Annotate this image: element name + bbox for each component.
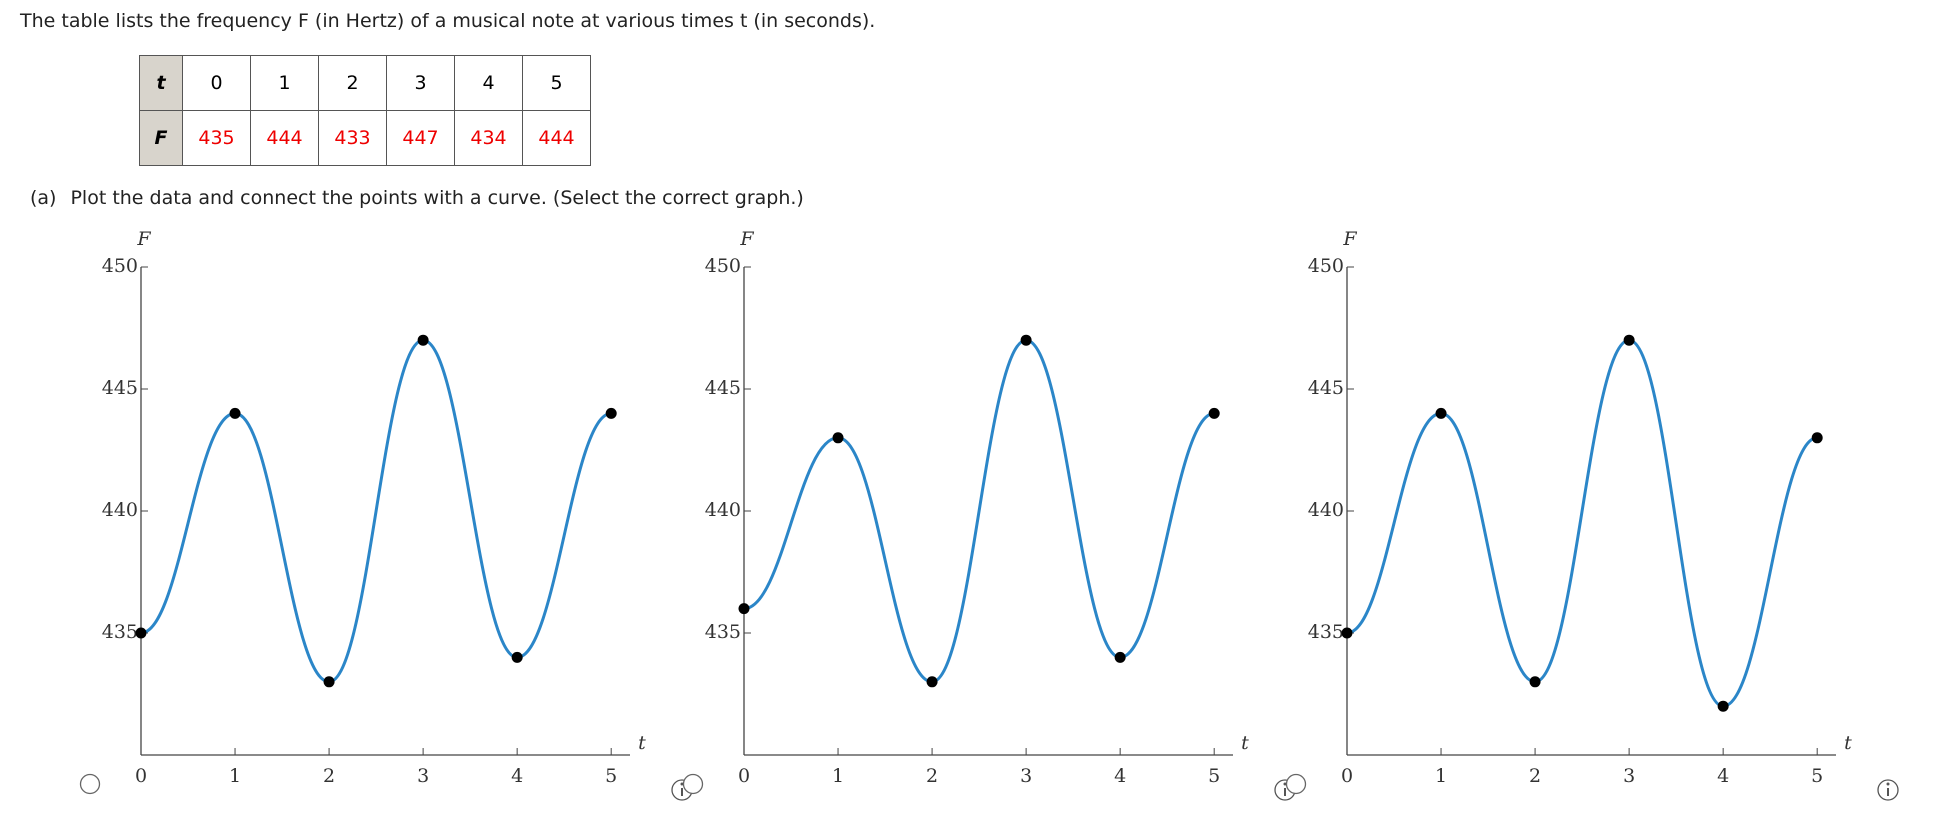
question-text: The table lists the frequency F (in Hert… xyxy=(20,10,876,32)
table-cell: 5 xyxy=(522,55,591,111)
y-tick-label: 445 xyxy=(102,377,138,399)
data-point xyxy=(323,676,335,688)
table-cell: 435 xyxy=(182,110,251,166)
y-tick-label: 440 xyxy=(102,499,138,521)
x-tick-label: 1 xyxy=(832,765,844,787)
data-table: t 0 1 2 3 4 5 F 435 444 433 447 434 444 xyxy=(139,55,591,166)
x-tick-label: 4 xyxy=(1717,765,1729,787)
info-icon-dot xyxy=(1886,782,1890,786)
part-a: (a) Plot the data and connect the points … xyxy=(30,187,818,209)
data-point xyxy=(1341,627,1353,639)
x-tick-label: 2 xyxy=(1529,765,1541,787)
x-tick-label: 0 xyxy=(135,765,147,787)
info-icon-dot xyxy=(680,782,684,786)
curve xyxy=(1346,338,1818,708)
table-cell: 433 xyxy=(318,110,387,166)
part-label: (a) xyxy=(30,187,57,209)
data-point xyxy=(1717,700,1729,712)
table-cell: 3 xyxy=(386,55,455,111)
info-icon-dot xyxy=(1283,782,1287,786)
x-axis-label: t xyxy=(638,732,646,754)
table-cell: 447 xyxy=(386,110,455,166)
y-tick-label: 440 xyxy=(705,499,741,521)
y-tick-label: 445 xyxy=(705,377,741,399)
table-cell: 434 xyxy=(454,110,523,166)
part-prompt: Plot the data and connect the points wit… xyxy=(70,187,804,209)
data-point xyxy=(738,603,750,615)
data-point xyxy=(1623,334,1635,346)
x-tick-label: 5 xyxy=(605,765,617,787)
y-tick-label: 450 xyxy=(1308,255,1344,277)
y-tick-label: 435 xyxy=(705,621,741,643)
y-axis-label: F xyxy=(136,228,151,250)
y-axis-label: F xyxy=(739,228,754,250)
x-tick-label: 3 xyxy=(417,765,429,787)
y-tick-label: 435 xyxy=(1308,621,1344,643)
curve xyxy=(743,338,1215,684)
y-tick-label: 435 xyxy=(102,621,138,643)
data-point xyxy=(1529,676,1541,688)
x-tick-label: 3 xyxy=(1623,765,1635,787)
y-tick-label: 450 xyxy=(102,255,138,277)
x-tick-label: 4 xyxy=(511,765,523,787)
y-tick-label: 445 xyxy=(1308,377,1344,399)
data-point xyxy=(1208,407,1220,419)
table-cell: 444 xyxy=(250,110,319,166)
data-point xyxy=(511,651,523,663)
data-point xyxy=(1811,432,1823,444)
x-tick-label: 1 xyxy=(229,765,241,787)
data-point xyxy=(135,627,147,639)
data-point xyxy=(229,407,241,419)
radio-button[interactable] xyxy=(79,773,101,795)
table-row: F 435 444 433 447 434 444 xyxy=(139,110,591,166)
x-tick-label: 0 xyxy=(738,765,750,787)
y-tick-label: 440 xyxy=(1308,499,1344,521)
data-point xyxy=(605,407,617,419)
x-tick-label: 2 xyxy=(926,765,938,787)
data-point xyxy=(1435,407,1447,419)
x-tick-label: 3 xyxy=(1020,765,1032,787)
table-cell: 1 xyxy=(250,55,319,111)
x-tick-label: 2 xyxy=(323,765,335,787)
data-point xyxy=(1114,651,1126,663)
row-header: F xyxy=(139,110,183,166)
x-tick-label: 5 xyxy=(1811,765,1823,787)
data-point xyxy=(417,334,429,346)
x-tick-label: 4 xyxy=(1114,765,1126,787)
radio-button[interactable] xyxy=(1285,773,1307,795)
table-cell: 444 xyxy=(522,110,591,166)
x-tick-label: 1 xyxy=(1435,765,1447,787)
data-point xyxy=(1020,334,1032,346)
data-point xyxy=(926,676,938,688)
data-point xyxy=(832,432,844,444)
table-cell: 4 xyxy=(454,55,523,111)
y-tick-label: 450 xyxy=(705,255,741,277)
radio-button[interactable] xyxy=(682,773,704,795)
x-tick-label: 0 xyxy=(1341,765,1353,787)
x-axis-label: t xyxy=(1241,732,1249,754)
x-axis-label: t xyxy=(1844,732,1852,754)
curve xyxy=(140,338,612,684)
y-axis-label: F xyxy=(1342,228,1357,250)
x-tick-label: 5 xyxy=(1208,765,1220,787)
